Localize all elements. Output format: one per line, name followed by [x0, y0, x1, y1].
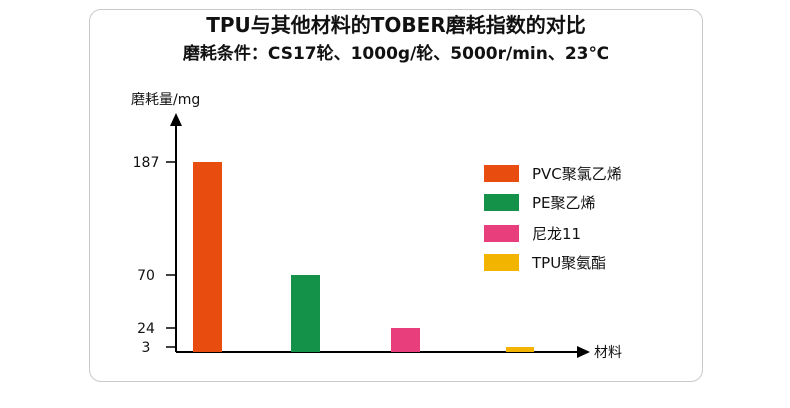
- y-tick-label: 3: [142, 340, 151, 356]
- legend-swatch: [484, 165, 519, 182]
- x-axis-label: 材料: [594, 345, 622, 361]
- bar: [291, 275, 320, 352]
- y-tick-label: 24: [137, 321, 155, 337]
- bars: [193, 162, 534, 352]
- y-axis-label: 磨耗量/mg: [131, 92, 200, 108]
- bar: [391, 328, 420, 352]
- legend-swatch: [484, 225, 519, 242]
- legend-label: TPU聚氨酯: [531, 254, 606, 272]
- y-ticks: 187 70 24 3: [133, 155, 176, 356]
- chart-card: [89, 9, 703, 382]
- legend-label: PE聚乙烯: [532, 194, 596, 212]
- y-tick-label: 70: [137, 268, 155, 284]
- y-tick-label: 187: [133, 155, 160, 171]
- chart-subtitle: 磨耗条件：CS17轮、1000g/轮、5000r/min、23℃: [183, 43, 609, 64]
- x-axis-arrow: [577, 346, 590, 358]
- bar: [506, 347, 534, 352]
- legend-label: 尼龙11: [532, 225, 581, 243]
- y-axis-arrow: [170, 113, 182, 126]
- bar: [193, 162, 222, 352]
- legend-label: PVC聚氯乙烯: [532, 165, 622, 183]
- chart-title: TPU与其他材料的TOBER磨耗指数的对比: [206, 13, 586, 37]
- legend-swatch: [484, 254, 519, 271]
- legend-swatch: [484, 194, 519, 211]
